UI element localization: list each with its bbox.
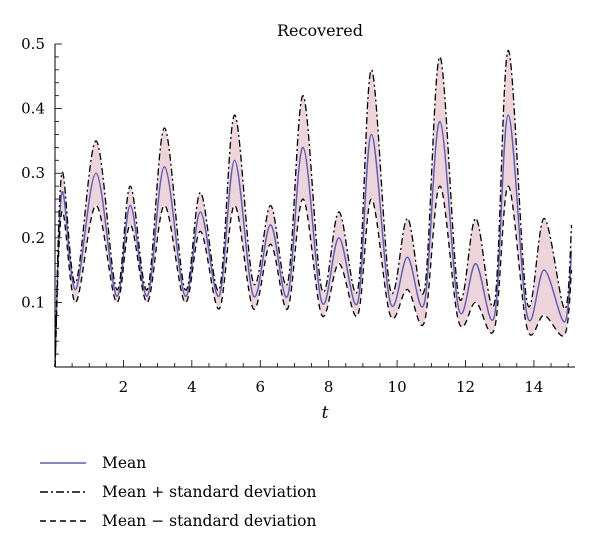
series-layer: [54, 49, 573, 368]
legend-swatch-dash-dot: [40, 490, 86, 493]
y-tick-label: 0.3: [21, 164, 45, 182]
chart: Recovered 2 4 6 8 10 12 14 0.1 0.2 0.3 0.4 0.5 t: [21, 21, 575, 423]
legend-label-mean: Mean: [102, 453, 147, 472]
legend-label-mean-minus-sd: Mean − standard deviation: [102, 511, 317, 530]
x-tick-label: 2: [119, 378, 129, 396]
legend-swatch-dashed: [40, 519, 86, 522]
chart-title: Recovered: [277, 21, 363, 40]
x-tick-label: 4: [187, 378, 197, 396]
series-line-mean-plus-sd: [54, 49, 573, 368]
x-tick-label: 12: [456, 378, 475, 396]
x-tick-label: 10: [388, 378, 407, 396]
axes: 2 4 6 8 10 12 14 0.1 0.2 0.3 0.4 0.5: [21, 35, 575, 396]
legend-item-mean: Mean: [40, 448, 400, 477]
y-tick-label: 0.1: [21, 293, 45, 311]
x-tick-label: 8: [324, 378, 334, 396]
legend-swatch-solid: [40, 461, 86, 464]
legend-item-mean-minus-sd: Mean − standard deviation: [40, 506, 400, 535]
y-tick-label: 0.5: [21, 35, 45, 53]
x-axis-label: t: [322, 403, 329, 423]
legend-label-mean-plus-sd: Mean + standard deviation: [102, 482, 317, 501]
x-tick-label: 14: [524, 378, 543, 396]
series-line-mean: [54, 114, 573, 368]
y-tick-label: 0.4: [21, 100, 45, 118]
legend-item-mean-plus-sd: Mean + standard deviation: [40, 477, 400, 506]
x-tick-label: 6: [255, 378, 265, 396]
series-line-mean-minus-sd: [54, 185, 573, 368]
y-tick-label: 0.2: [21, 229, 45, 247]
legend: Mean Mean + standard deviation Mean − st…: [40, 448, 400, 535]
